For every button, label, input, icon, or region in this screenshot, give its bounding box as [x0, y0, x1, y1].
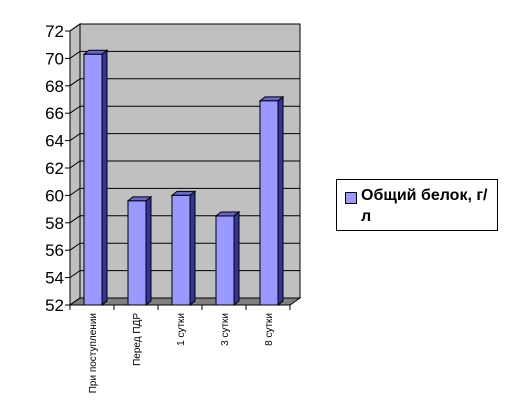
- gridline: [69, 23, 300, 32]
- bar: [258, 95, 285, 307]
- gridline: [69, 187, 300, 196]
- bar: [126, 195, 153, 307]
- bar-side: [189, 190, 196, 307]
- y-axis: 52 54 56 58 60 62 64 66 68 70 72: [45, 22, 71, 315]
- bar: [82, 49, 109, 307]
- y-tick-label: 70: [45, 49, 64, 68]
- bar-top: [126, 196, 153, 202]
- bars: [82, 49, 285, 307]
- y-tick-label: 60: [45, 186, 64, 205]
- y-tick-label: 72: [45, 22, 64, 41]
- x-tick-label: 3 сутки: [220, 313, 231, 346]
- bar-side: [277, 95, 284, 307]
- bar-front: [83, 53, 103, 306]
- gridline: [69, 78, 300, 87]
- bar-top: [82, 49, 109, 55]
- y-tick-label: 68: [45, 77, 64, 96]
- y-tick-label: 54: [45, 269, 64, 288]
- bar-top: [170, 190, 197, 196]
- x-tick-label: При поступлении: [88, 313, 99, 393]
- legend: Общий белок, г/л: [336, 179, 498, 231]
- y-tick-label: 66: [45, 104, 64, 123]
- bar-side: [233, 210, 240, 307]
- y-tick-label: 56: [45, 241, 64, 260]
- x-tick-label: 8 сутки: [264, 313, 275, 346]
- legend-label: Общий белок, г/л: [361, 187, 488, 225]
- y-tick-label: 64: [45, 132, 64, 151]
- legend-swatch: [345, 192, 357, 204]
- y-tick-label: 62: [45, 159, 64, 178]
- gridline: [69, 133, 300, 142]
- x-tick-label: 1 сутки: [176, 313, 187, 346]
- bar-top: [214, 211, 241, 217]
- bar-side: [101, 49, 108, 307]
- bar: [170, 190, 197, 307]
- gridline: [69, 160, 300, 169]
- bar-front: [259, 100, 279, 306]
- bar-front: [127, 200, 147, 306]
- x-tick-label: Перед ПДР: [132, 313, 143, 366]
- bar-side: [145, 195, 152, 307]
- x-axis: При поступлении Перед ПДР 1 сутки 3 сутки 8 …: [69, 304, 291, 393]
- bar-top: [258, 96, 285, 102]
- y-tick-label: 58: [45, 214, 64, 233]
- gridline: [69, 105, 300, 114]
- bar: [214, 210, 241, 307]
- gridline: [69, 50, 300, 59]
- bar-front: [215, 215, 235, 306]
- y-tick-label: 52: [45, 296, 64, 315]
- bar-front: [171, 194, 191, 306]
